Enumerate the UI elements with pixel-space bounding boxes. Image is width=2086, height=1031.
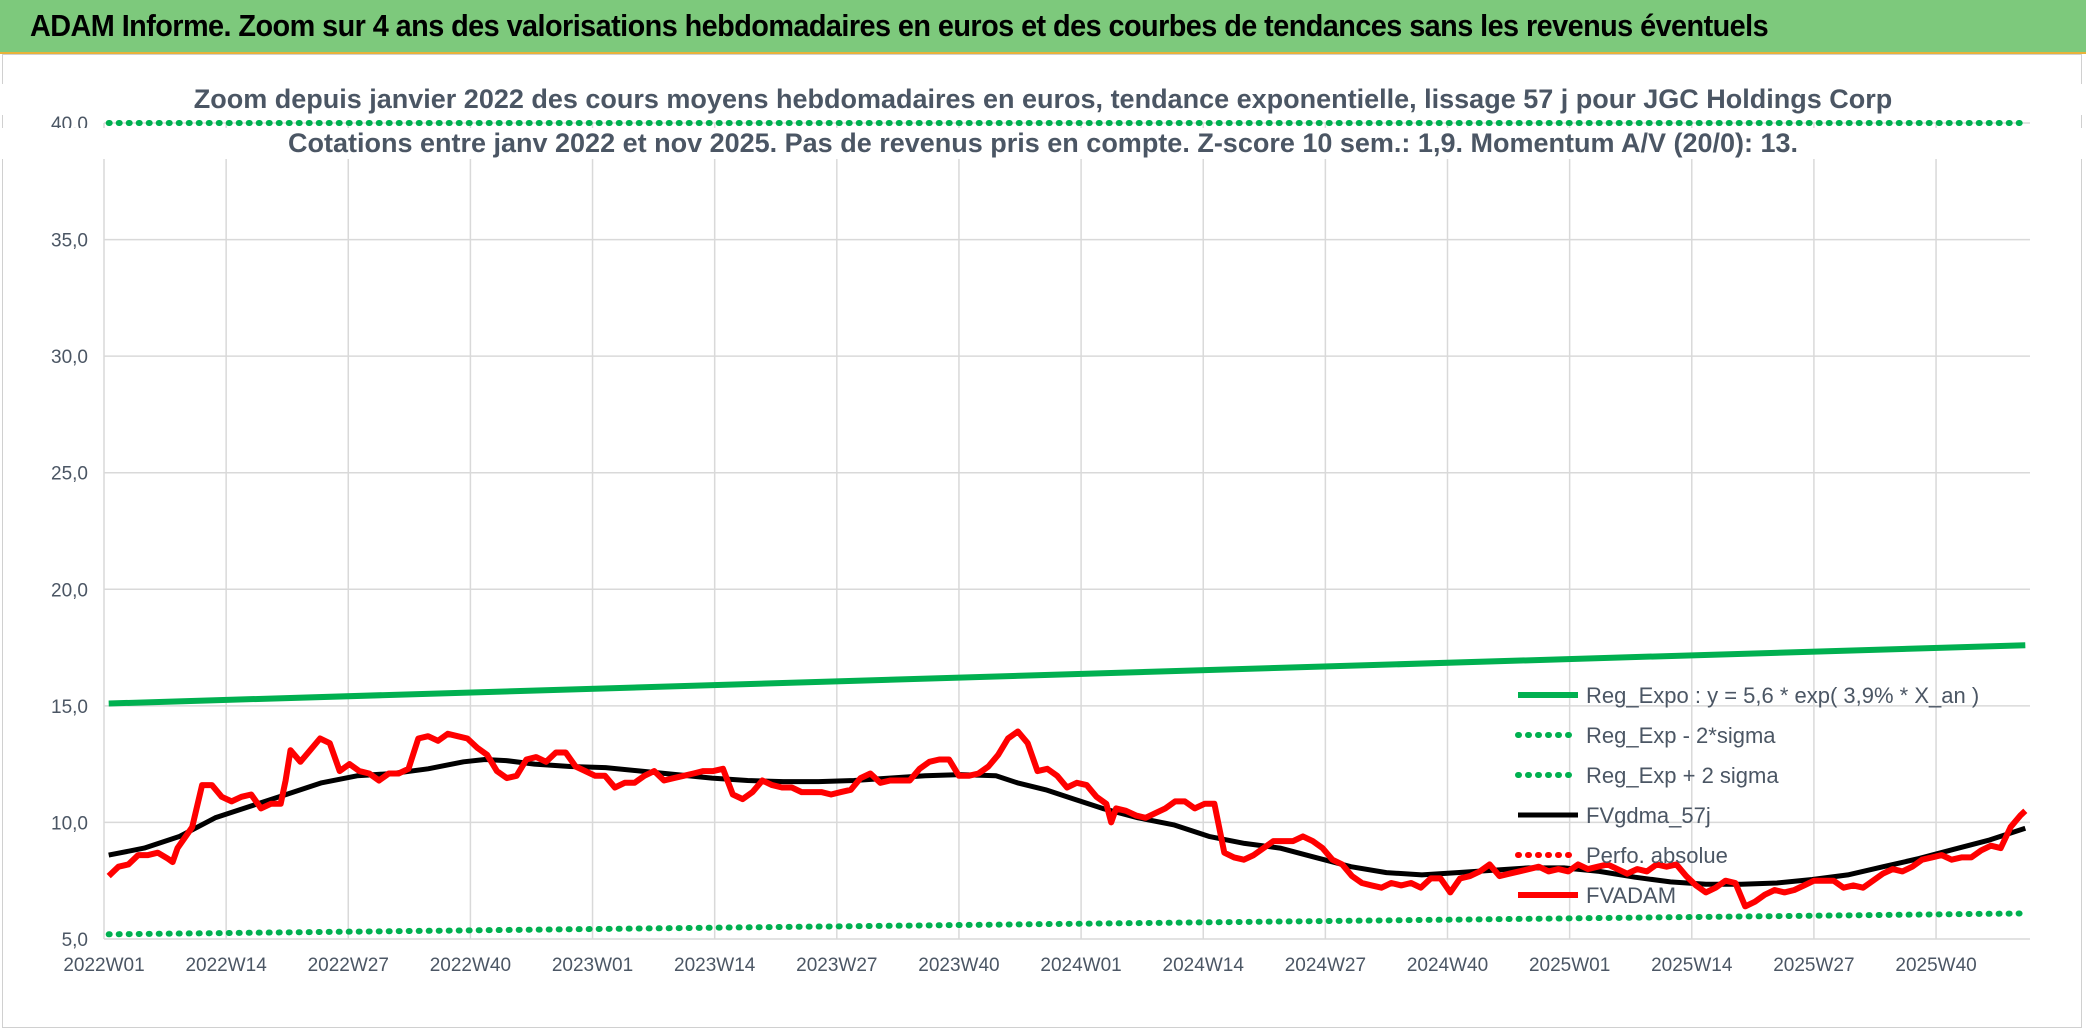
x-tick-label: 2022W27 [308, 955, 389, 976]
y-axis-ticks: 5,010,015,020,025,030,035,040,0 [51, 114, 88, 951]
x-tick-label: 2025W01 [1529, 955, 1610, 976]
banner-title: ADAM Informe. Zoom sur 4 ans des valoris… [30, 8, 1769, 43]
x-tick-label: 2022W14 [185, 955, 267, 976]
x-tick-label: 2025W14 [1651, 955, 1733, 976]
series-reg-expo [108, 642, 2026, 707]
x-tick-label: 2023W01 [552, 955, 633, 976]
chart-subtitle: Cotations entre janv 2022 et nov 2025. P… [0, 128, 2086, 159]
chart-legend: Reg_Expo : y = 5,6 * exp( 3,9% * X_an ) R… [1515, 683, 1979, 908]
legend-label: Reg_Exp - 2*sigma [1586, 723, 1776, 748]
x-tick-label: 2024W27 [1285, 955, 1366, 976]
x-tick-label: 2022W40 [430, 955, 511, 976]
x-tick-label: 2024W40 [1407, 955, 1488, 976]
x-tick-label: 2024W14 [1163, 955, 1245, 976]
report-banner: ADAM Informe. Zoom sur 4 ans des valoris… [0, 0, 2086, 54]
chart-series [105, 120, 2029, 938]
chart-title: Zoom depuis janvier 2022 des cours moyen… [0, 84, 2086, 115]
series-reg-exp-minus-2sigma [105, 910, 2029, 938]
y-tick-label: 10,0 [51, 813, 88, 834]
x-axis-ticks: 2022W01 2022W14 2022W27 2022W40 2023W01 2023W… [63, 955, 1976, 976]
series-fvadam [106, 728, 2028, 910]
chart-frame [2, 54, 2082, 1028]
y-tick-label: 25,0 [51, 464, 88, 485]
legend-label: Reg_Expo : y = 5,6 * exp( 3,9% * X_an ) [1586, 683, 1979, 708]
y-tick-label: 35,0 [51, 231, 88, 252]
x-tick-label: 2023W27 [796, 955, 877, 976]
x-tick-label: 2023W14 [674, 955, 756, 976]
x-tick-label: 2023W40 [918, 955, 999, 976]
legend-label: Reg_Exp + 2 sigma [1586, 763, 1779, 788]
legend-label: FVgdma_57j [1586, 803, 1711, 828]
y-tick-label: 20,0 [51, 580, 88, 601]
y-tick-label: 15,0 [51, 697, 88, 718]
x-tick-label: 2024W01 [1040, 955, 1121, 976]
x-tick-label: 2025W27 [1773, 955, 1854, 976]
x-tick-label: 2025W40 [1895, 955, 1976, 976]
legend-label: FVADAM [1586, 883, 1676, 908]
y-tick-label: 5,0 [62, 930, 88, 951]
x-tick-label: 2022W01 [63, 955, 144, 976]
legend-label: Perfo. absolue [1586, 843, 1728, 868]
chart-grid [103, 122, 2030, 940]
y-tick-label: 30,0 [51, 347, 88, 368]
